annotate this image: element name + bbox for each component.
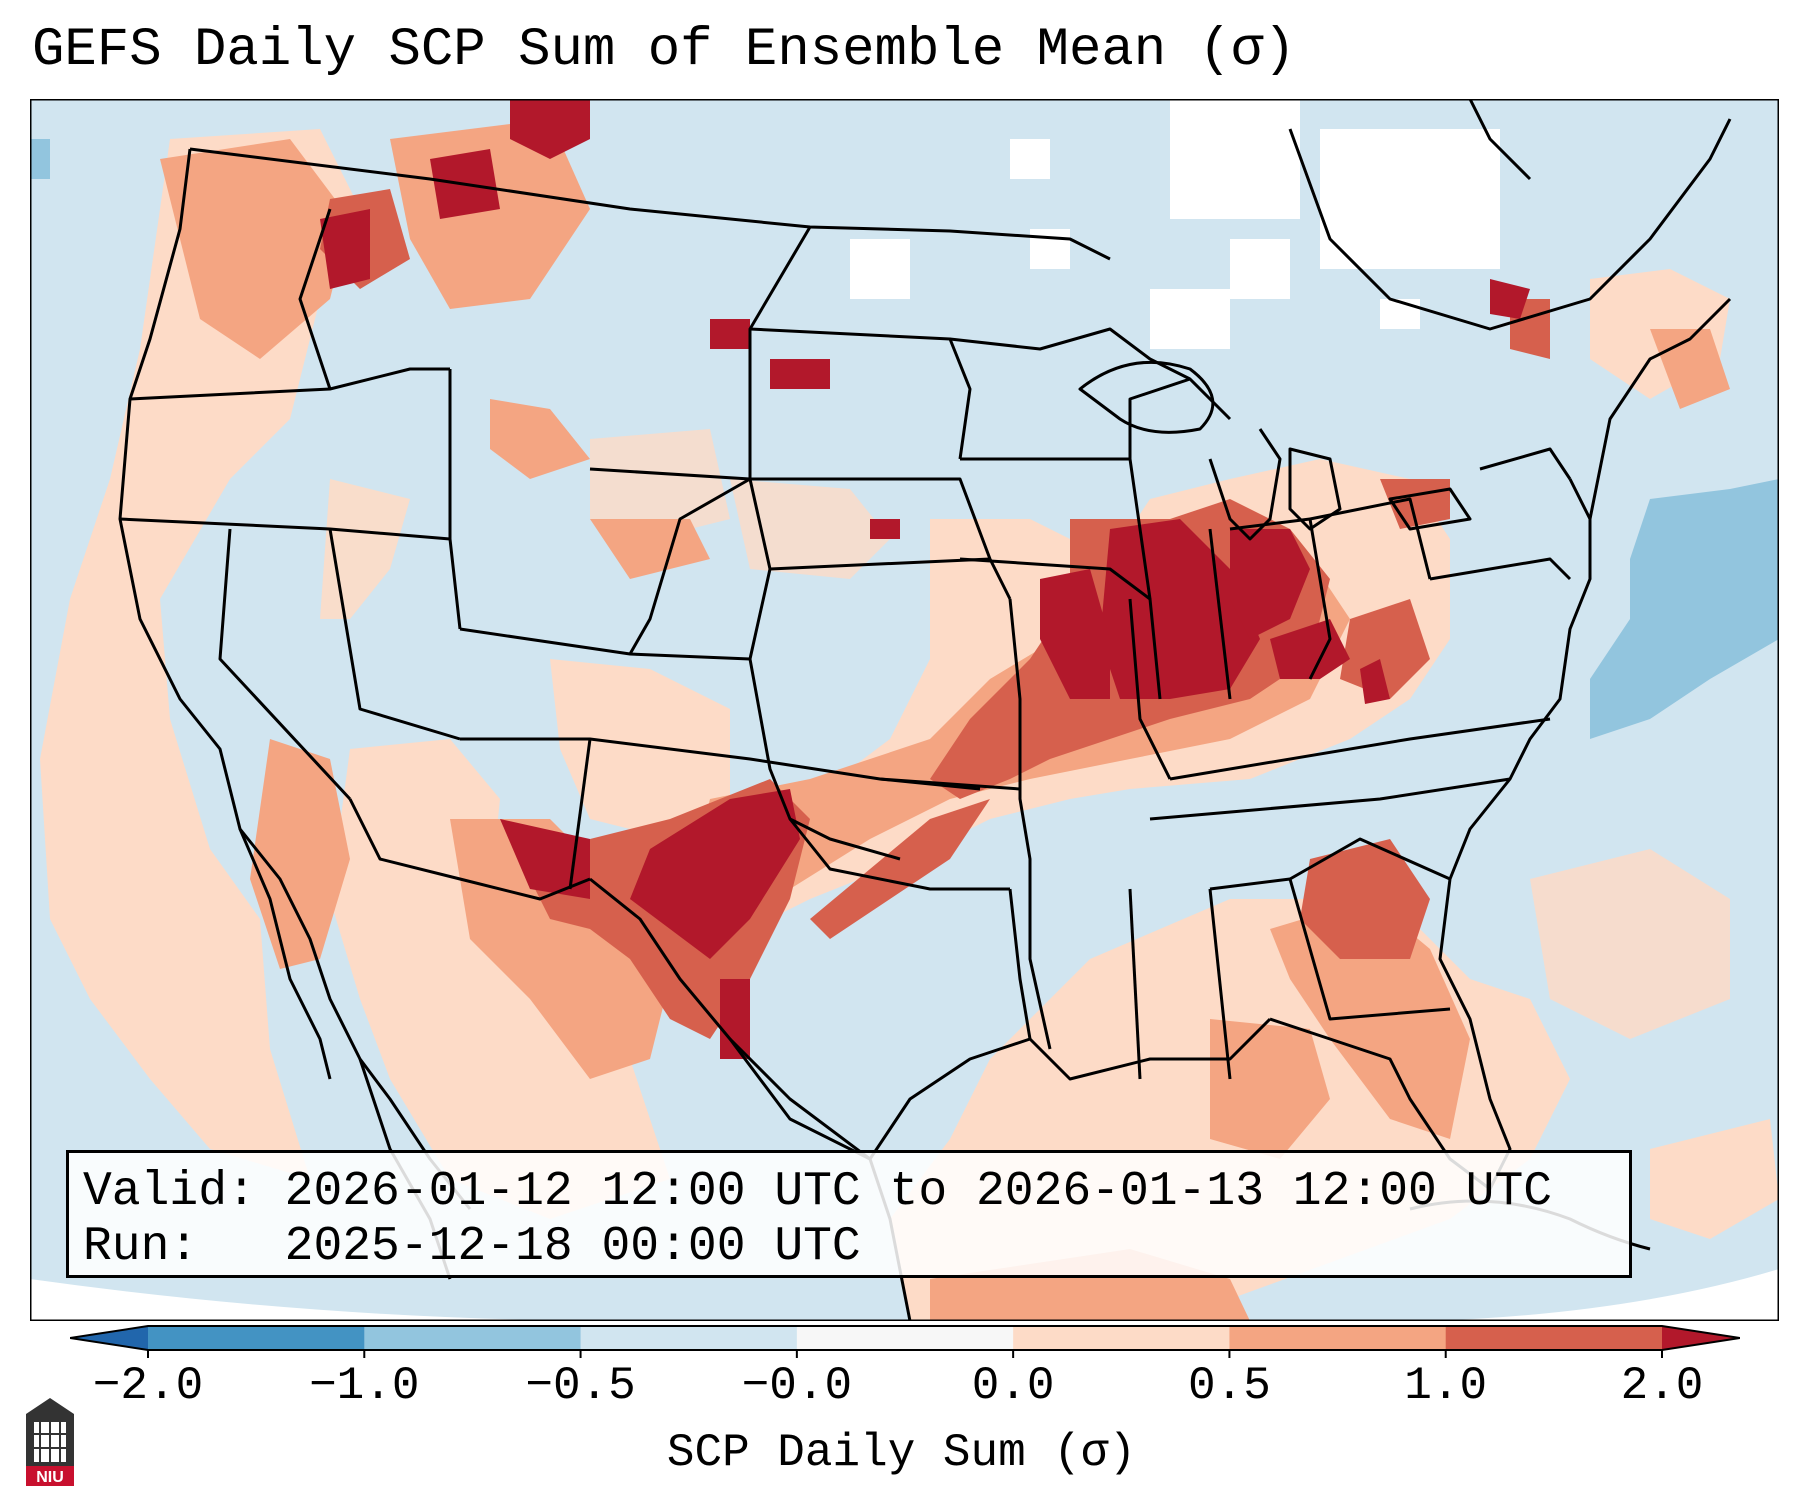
colorbar-label: SCP Daily Sum (σ) <box>666 1427 1137 1479</box>
no-data-patches <box>850 99 1500 349</box>
colorbar-bin <box>148 1326 365 1350</box>
chart-title: GEFS Daily SCP Sum of Ensemble Mean (σ) <box>32 20 1296 81</box>
outside-domain <box>30 1279 630 1321</box>
colorbar-bin <box>1013 1326 1230 1350</box>
colorbar-bin <box>1445 1326 1663 1350</box>
colorbar-bin <box>580 1326 798 1350</box>
colorbar-tick-label: −0.0 <box>741 1360 853 1412</box>
valid-value: 2026-01-12 12:00 UTC to 2026-01-13 12:00… <box>284 1165 1553 1219</box>
colorbar-tick-label: 0.0 <box>971 1360 1055 1412</box>
niu-logo: NIU <box>26 1398 74 1486</box>
colorbar-tick-label: −1.0 <box>309 1360 420 1412</box>
scp-map <box>30 99 1779 1321</box>
logo-badge <box>26 1466 74 1486</box>
colorbar-bin <box>796 1326 1014 1350</box>
run-label: Run: <box>83 1220 199 1274</box>
colorbar-extend-high <box>1662 1326 1740 1350</box>
valid-run-info-box: Valid: 2026-01-12 12:00 UTC to 2026-01-1… <box>66 1150 1632 1278</box>
colorbar-bin <box>1229 1326 1447 1350</box>
colorbar <box>70 1325 1740 1358</box>
colorbar-extend-low <box>70 1326 148 1350</box>
colorbar-tick-label: −0.5 <box>525 1360 636 1412</box>
run-value: 2025-12-18 00:00 UTC <box>284 1220 861 1274</box>
colorbar-tick-label: −2.0 <box>92 1360 204 1412</box>
negative-anomaly <box>30 139 1779 739</box>
outside-domain <box>1430 1269 1779 1321</box>
colorbar-tick-label: 2.0 <box>1620 1360 1704 1412</box>
svg-text:NIU: NIU <box>36 1469 64 1486</box>
colorbar-tick-label: 1.0 <box>1404 1360 1488 1412</box>
colorbar-tick-label: 0.5 <box>1188 1360 1271 1412</box>
colorbar-bin <box>364 1326 582 1350</box>
valid-label: Valid: <box>83 1165 256 1219</box>
